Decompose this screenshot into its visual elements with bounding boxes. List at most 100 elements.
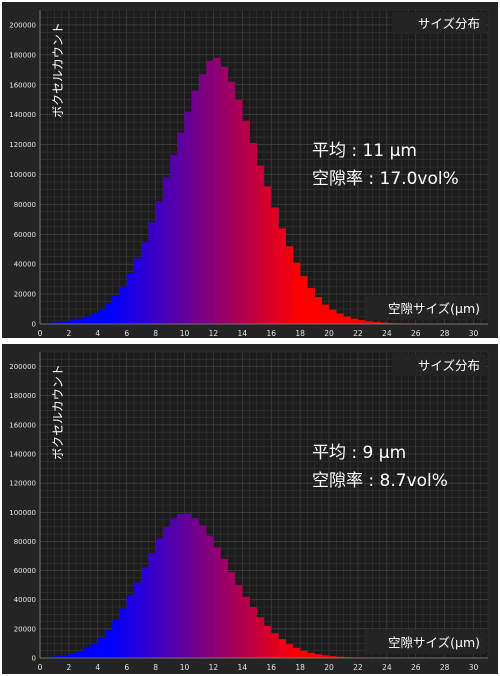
y-tick-label: 180000 <box>9 392 36 400</box>
histogram-bar <box>47 322 55 324</box>
histogram-bar <box>68 653 77 658</box>
histogram-bar <box>126 273 135 324</box>
histogram-bar <box>198 525 207 658</box>
x-tick-label: 6 <box>124 329 129 338</box>
histogram-bar <box>133 258 142 324</box>
x-tick-label: 28 <box>440 329 450 338</box>
histogram-bar <box>249 143 258 324</box>
histogram-bar <box>220 558 229 658</box>
histogram-panel-2: 0 2 4 6 8 10 12 14 16 18 20 22 24 26 28 30 0 20000 40000 60… <box>2 344 498 674</box>
x-tick-label: 28 <box>440 663 450 672</box>
histogram-bar <box>184 513 193 658</box>
y-tick-label: 60000 <box>14 567 36 575</box>
histogram-bar <box>242 596 250 658</box>
histogram-bar <box>321 655 330 658</box>
histogram-bar <box>350 318 359 324</box>
y-tick-label: 20000 <box>14 625 36 633</box>
histogram-bar <box>329 656 337 658</box>
x-tick-label: 20 <box>324 329 334 338</box>
x-tick-label: 22 <box>353 663 363 672</box>
histogram-bar <box>213 547 221 658</box>
x-tick-label: 0 <box>38 663 43 672</box>
histogram-bar <box>76 318 84 324</box>
histogram-bar <box>141 241 149 324</box>
histogram-bar <box>357 320 366 324</box>
histogram-bar <box>300 650 308 658</box>
y-tick-label: 120000 <box>9 141 36 149</box>
x-tick-label: 26 <box>411 329 421 338</box>
histogram-bar <box>206 60 214 324</box>
histogram-bar <box>235 99 243 324</box>
histogram-bar <box>264 625 272 658</box>
histogram-bar <box>336 313 344 324</box>
grid-lines <box>39 351 489 659</box>
y-tick-label: 40000 <box>14 261 36 269</box>
y-tick-label: 0 <box>32 321 36 329</box>
histogram-bar <box>162 177 171 324</box>
histogram-bar <box>119 608 128 658</box>
y-tick-label: 60000 <box>14 231 36 239</box>
histogram-bar <box>170 155 178 324</box>
histogram-bar <box>249 607 258 658</box>
histogram-bar <box>372 321 380 324</box>
y-tick-label: 20000 <box>14 291 36 299</box>
histogram-bar <box>47 656 55 658</box>
chart-title: サイズ分布 <box>418 358 480 373</box>
porosity-annotation: 空隙率 : 8.7vol% <box>312 471 448 491</box>
histogram-bar <box>184 111 193 324</box>
histogram-bar <box>90 643 99 658</box>
x-tick-label: 16 <box>266 329 276 338</box>
histogram-bar <box>54 322 62 324</box>
histogram-bar <box>170 518 178 658</box>
histogram-bar <box>220 66 229 325</box>
x-tick-label: 6 <box>124 663 129 672</box>
histogram-bar <box>292 647 301 658</box>
x-tick-label: 14 <box>238 663 248 672</box>
histogram-bar <box>365 321 373 324</box>
histogram-bar <box>141 567 149 658</box>
y-axis-label: ボクセルカウント <box>51 364 65 460</box>
histogram-bars <box>40 513 388 658</box>
x-tick-label: 22 <box>353 329 363 338</box>
x-tick-label: 2 <box>67 329 72 338</box>
histogram-bar <box>112 295 120 324</box>
x-tick-label: 12 <box>209 329 219 338</box>
x-tick-label: 8 <box>153 329 158 338</box>
histogram-bar <box>155 201 164 324</box>
histogram-bar <box>307 288 315 324</box>
histogram-bars <box>40 57 417 325</box>
histogram-bar <box>379 322 388 324</box>
x-tick-label: 24 <box>382 663 392 672</box>
histogram-bar <box>97 637 106 658</box>
histogram-bar <box>213 57 221 324</box>
x-axis-label: 空隙サイズ(μm) <box>388 301 480 316</box>
y-tick-label: 100000 <box>9 171 36 179</box>
x-tick-label: 24 <box>382 329 392 338</box>
histogram-bar <box>300 276 308 324</box>
chart-title: サイズ分布 <box>418 16 480 31</box>
histogram-bar <box>386 322 395 324</box>
histogram-bar <box>191 518 200 658</box>
histogram-bar <box>148 553 156 658</box>
histogram-bar <box>285 246 294 324</box>
histogram-bar <box>285 644 294 658</box>
histogram-bar <box>162 526 171 658</box>
histogram-bar <box>206 535 214 658</box>
y-tick-label: 180000 <box>9 51 36 59</box>
x-tick-label: 4 <box>95 663 100 672</box>
y-tick-label: 160000 <box>9 421 36 429</box>
histogram-bar <box>271 207 279 324</box>
x-tick-label: 10 <box>180 329 190 338</box>
histogram-bar <box>54 656 62 658</box>
histogram-bar <box>343 316 352 324</box>
histogram-bar <box>177 513 185 658</box>
y-tick-label: 140000 <box>9 451 36 459</box>
y-tick-label: 200000 <box>9 363 36 371</box>
y-axis-label: ボクセルカウント <box>51 22 65 118</box>
histogram-bar <box>61 321 70 324</box>
y-tick-label: 40000 <box>14 596 36 604</box>
histogram-bar <box>105 303 113 324</box>
histogram-bar <box>155 538 164 658</box>
histogram-bar <box>126 595 135 658</box>
histogram-bar <box>83 316 91 324</box>
